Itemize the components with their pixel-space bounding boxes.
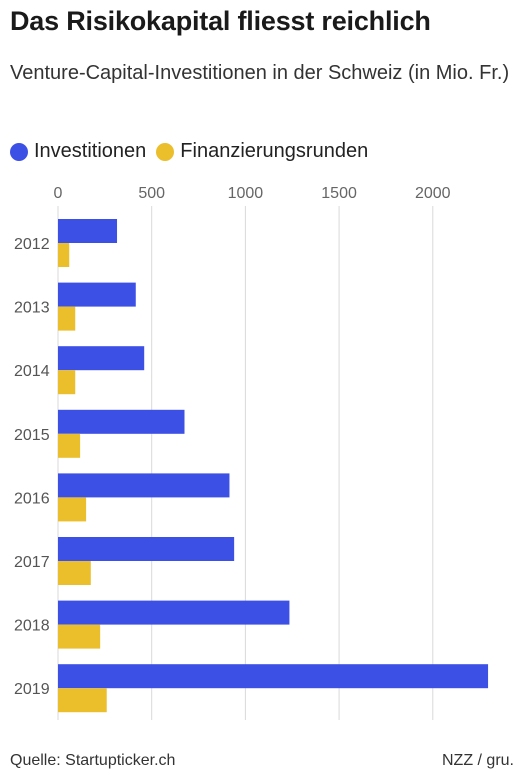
- source-note: Quelle: Startupticker.ch: [10, 752, 176, 769]
- bar-finanzierungsrunden-2014: [58, 370, 76, 395]
- bar-finanzierungsrunden-2015: [58, 433, 81, 458]
- category-label-2018: 2018: [14, 618, 50, 635]
- x-tick-label: 1500: [321, 185, 357, 202]
- category-label-2014: 2014: [14, 363, 50, 380]
- category-label-2017: 2017: [14, 554, 50, 571]
- bar-finanzierungsrunden-2013: [58, 306, 76, 331]
- bar-finanzierungsrunden-2016: [58, 497, 87, 522]
- credit-note: NZZ / gru.: [441, 752, 514, 769]
- chart-title: Das Risikokapital fliesst reichlich: [10, 6, 431, 36]
- bar-investitionen-2018: [58, 600, 290, 625]
- bar-chart: 0 500 1000 1500 2000 2012 2013 2014 2015 2016 2017…: [14, 185, 489, 720]
- bar-investitionen-2014: [58, 346, 145, 371]
- category-label-2015: 2015: [14, 427, 50, 444]
- x-tick-label: 500: [138, 185, 165, 202]
- bar-investitionen-2016: [58, 473, 230, 498]
- legend-label-investitionen: Investitionen: [34, 140, 147, 162]
- bar-investitionen-2019: [58, 664, 489, 689]
- legend-item-finanzierungsrunden: Finanzierungsrunden: [156, 140, 368, 163]
- category-label-2013: 2013: [14, 300, 50, 317]
- legend-swatch-investitionen: [10, 142, 28, 161]
- x-tick-label: 2000: [415, 185, 451, 202]
- legend-swatch-finanzierungsrunden: [156, 142, 175, 161]
- category-label-2016: 2016: [14, 490, 50, 507]
- bar-finanzierungsrunden-2017: [58, 561, 91, 585]
- legend: Investitionen Finanzierungsrunden: [10, 140, 378, 163]
- bar-finanzierungsrunden-2019: [58, 688, 107, 713]
- x-tick-label: 1000: [228, 185, 264, 202]
- legend-label-finanzierungsrunden: Finanzierungsrunden: [180, 140, 369, 162]
- legend-item-investitionen: Investitionen: [10, 140, 146, 163]
- x-tick-label: 0: [54, 185, 63, 202]
- bar-finanzierungsrunden-2018: [58, 624, 101, 649]
- bar-investitionen-2013: [58, 282, 136, 307]
- category-label-2012: 2012: [14, 236, 50, 253]
- bar-investitionen-2015: [58, 409, 185, 434]
- chart-subtitle: Venture-Capital-Investitionen in der Sch…: [10, 62, 510, 84]
- bar-investitionen-2012: [58, 219, 118, 243]
- category-label-2019: 2019: [14, 681, 50, 698]
- bar-investitionen-2017: [58, 537, 235, 561]
- bar-finanzierungsrunden-2012: [58, 243, 70, 267]
